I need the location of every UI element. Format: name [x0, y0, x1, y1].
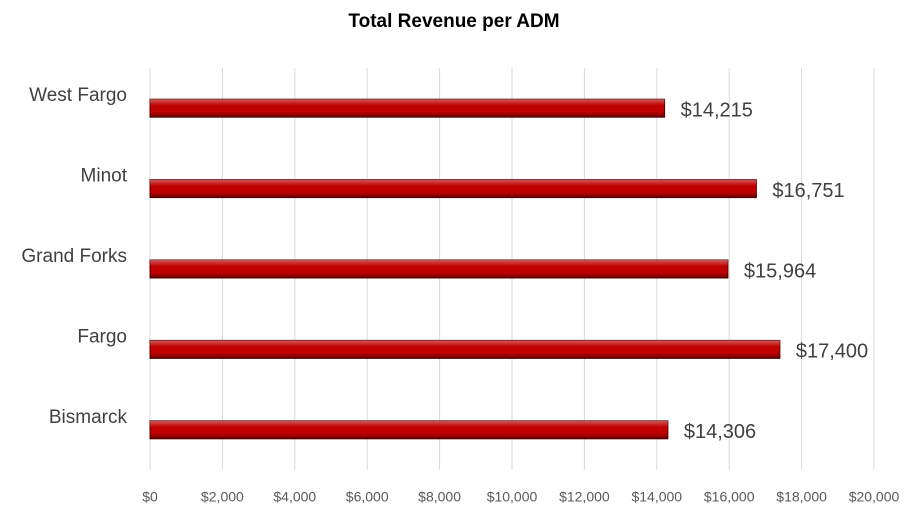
data-label: $14,215 — [681, 99, 753, 121]
category-label: Minot — [81, 166, 128, 187]
data-label: $17,400 — [796, 341, 868, 363]
x-tick-label: $10,000 — [487, 489, 538, 505]
category-label: West Fargo — [29, 85, 127, 106]
x-tick-label: $14,000 — [631, 489, 682, 505]
x-tick-label: $2,000 — [201, 489, 244, 505]
x-tick-label: $18,000 — [776, 489, 827, 505]
chart-title: Total Revenue per ADM — [348, 11, 559, 32]
x-tick-label: $0 — [142, 489, 158, 505]
bar — [149, 259, 729, 279]
x-tick-label: $8,000 — [418, 489, 461, 505]
bar — [149, 98, 666, 118]
x-tick-label: $12,000 — [559, 489, 610, 505]
bar — [149, 179, 757, 199]
x-tick-label: $4,000 — [273, 489, 316, 505]
x-tick-label: $20,000 — [849, 489, 900, 505]
category-label: Grand Forks — [21, 246, 127, 267]
x-tick-label: $6,000 — [346, 489, 389, 505]
data-label: $14,306 — [684, 421, 756, 443]
category-label: Fargo — [77, 326, 127, 347]
data-label: $16,751 — [772, 180, 844, 202]
x-tick-label: $16,000 — [704, 489, 755, 505]
category-label: Bismarck — [49, 407, 128, 428]
bar — [149, 420, 669, 440]
bar — [149, 339, 781, 359]
data-label: $15,964 — [744, 260, 816, 282]
